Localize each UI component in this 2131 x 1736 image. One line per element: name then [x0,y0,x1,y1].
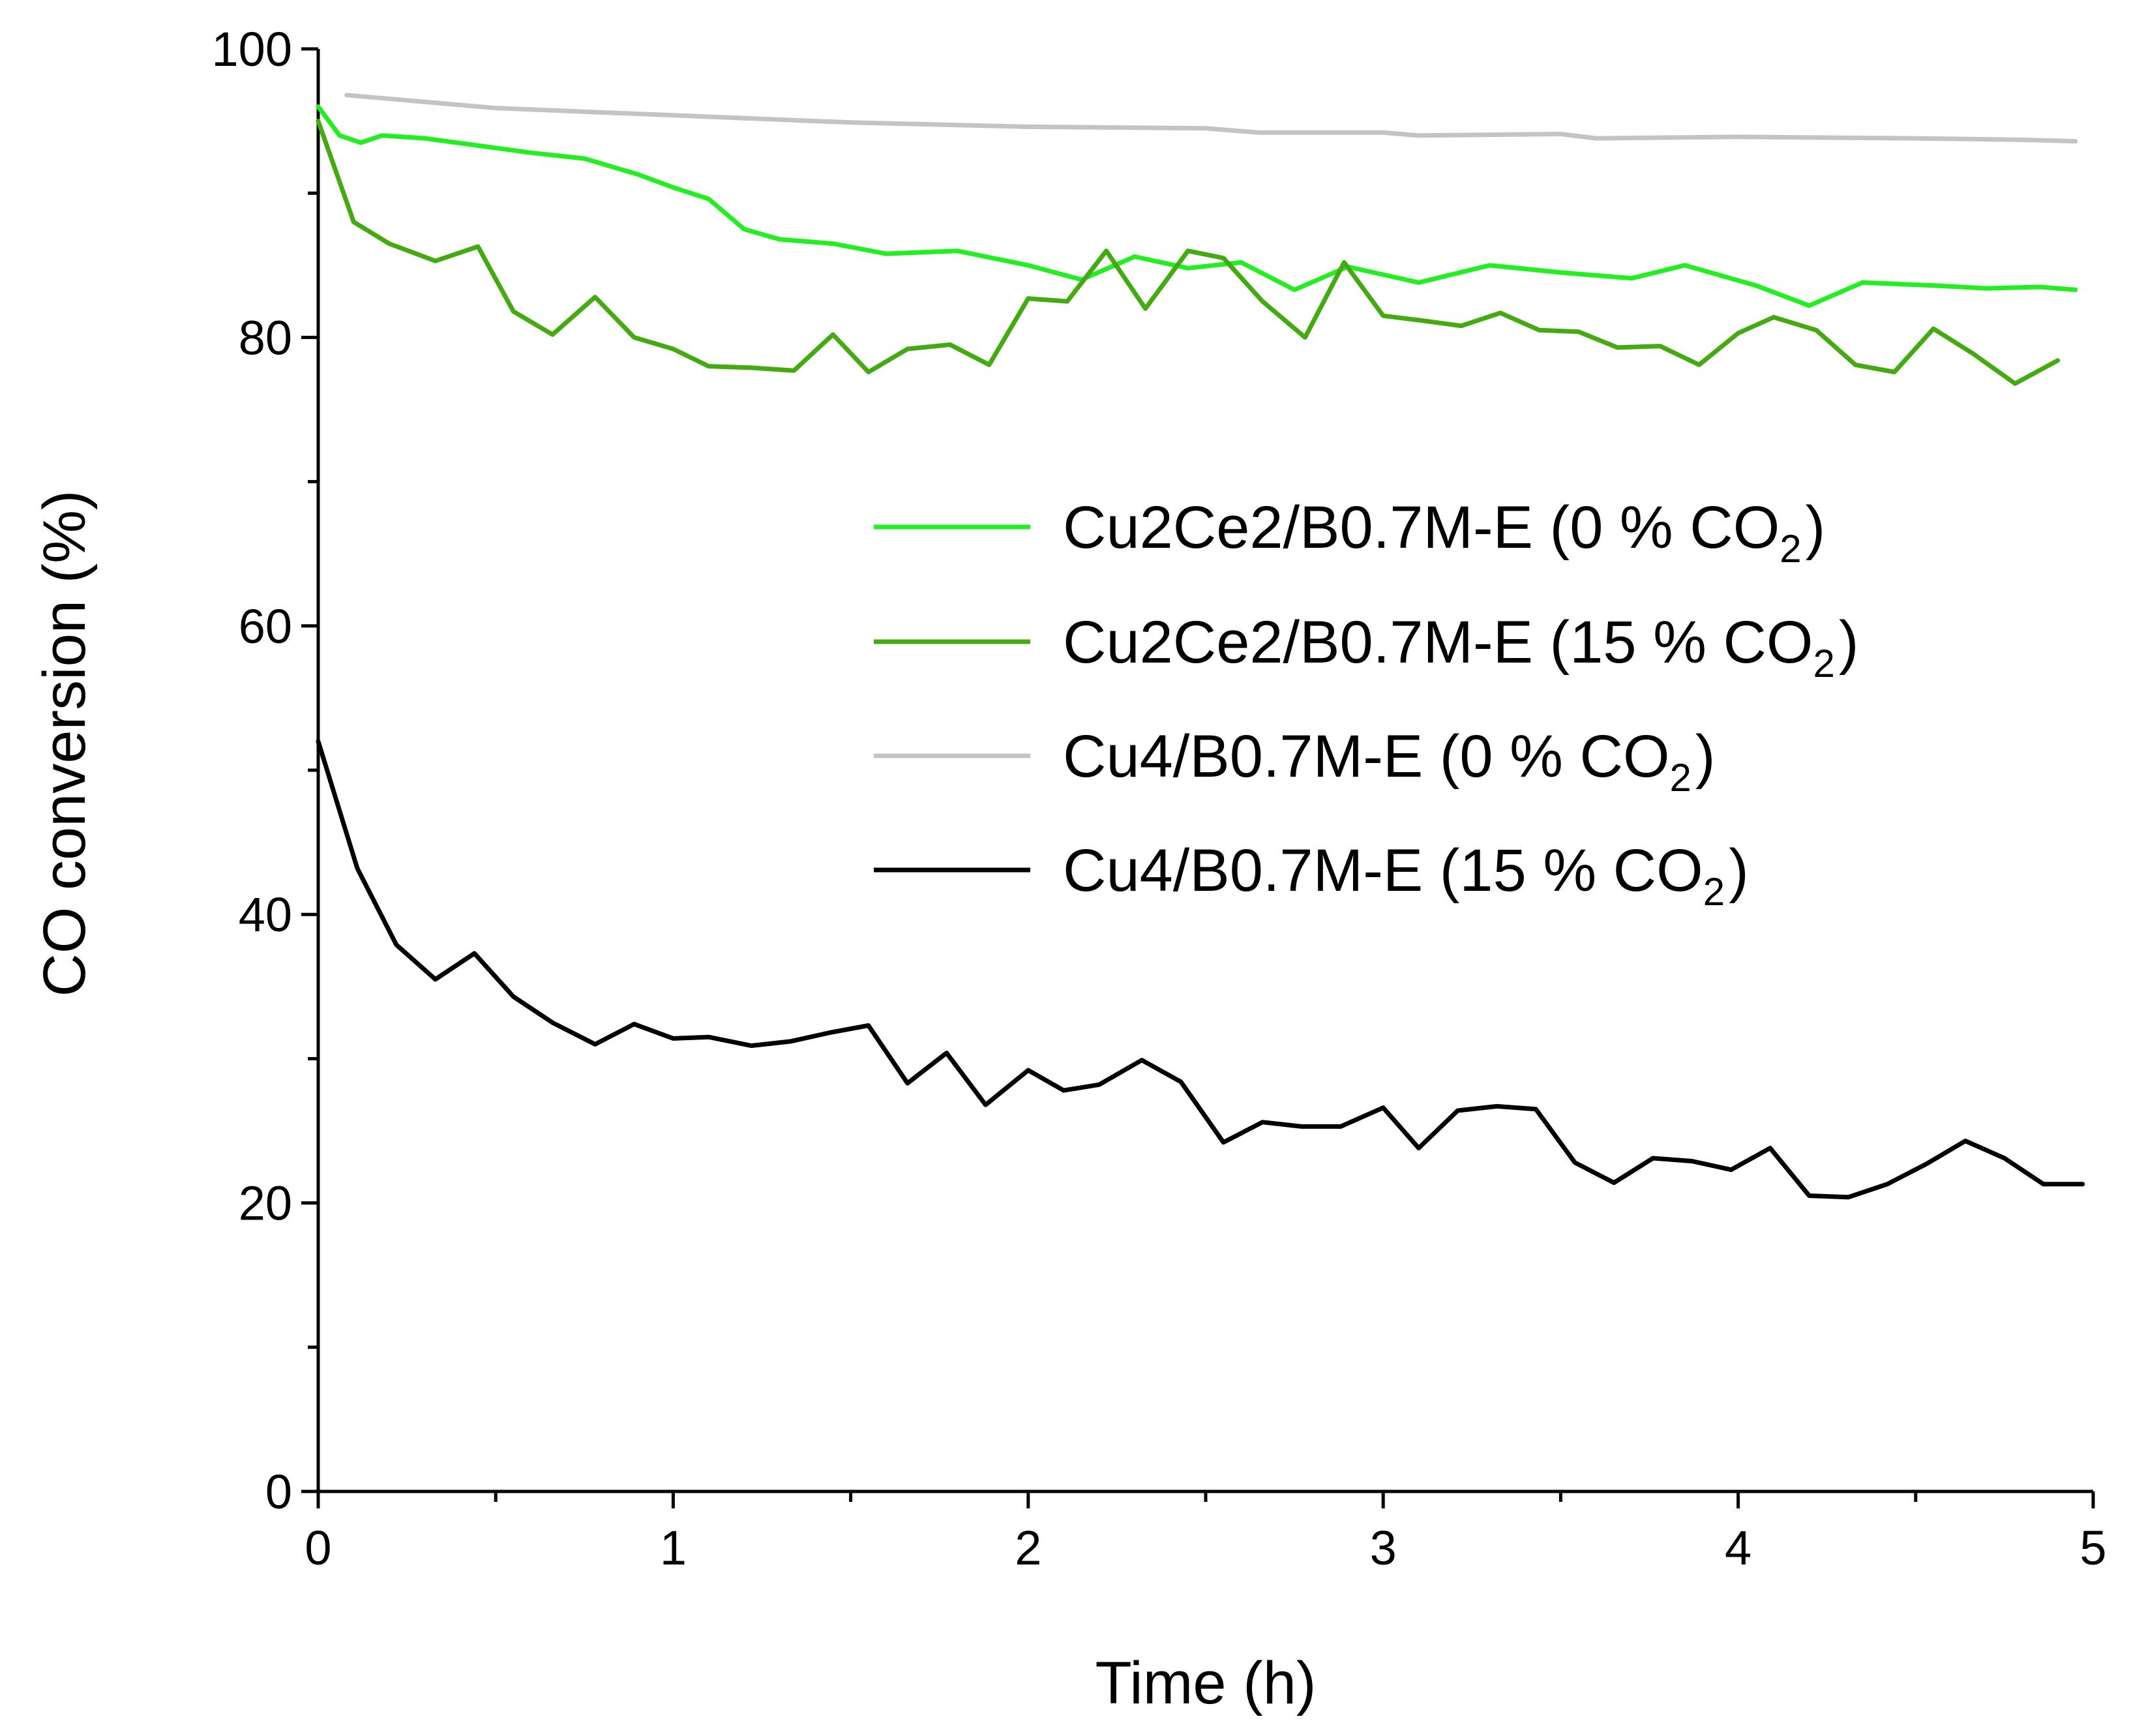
x-tick-label: 3 [1370,1521,1397,1575]
series-line-4 [316,739,2085,1200]
y-tick-label: 100 [212,22,292,76]
series-line-2 [316,119,2061,386]
y-tick-label: 60 [239,599,292,653]
legend-label-tail: ) [1806,494,1826,561]
y-axis-title: CO conversion (%) [31,490,98,996]
legend-label-1: Cu2Ce2/B0.7M-E (0 % CO2) [1063,494,1825,571]
legend-label-tail: ) [1695,723,1716,790]
y-tick-label: 0 [265,1465,292,1519]
x-tick-label: 4 [1725,1521,1751,1575]
legend-label-subscript: 2 [1813,642,1834,685]
series-lines [316,93,2085,1200]
x-tick-label: 2 [1015,1521,1041,1575]
legend-label-subscript: 2 [1780,527,1801,571]
legend-label-2: Cu2Ce2/B0.7M-E (15 % CO2) [1063,609,1858,685]
legend-label-tail: ) [1729,837,1749,904]
x-ticks: 0 1 2 3 4 5 [305,1491,2107,1575]
x-tick-label: 0 [305,1521,331,1575]
legend-label-subscript: 2 [1703,870,1725,914]
legend-label-main: Cu2Ce2/B0.7M-E (0 % CO [1063,494,1780,561]
plot-area: 0 1 2 3 4 5 0 20 40 60 80 100 [212,22,2107,1575]
series-line-3 [344,93,2078,144]
legend-label-3: Cu4/B0.7M-E (0 % CO2) [1063,723,1716,800]
y-tick-label: 20 [239,1176,292,1231]
legend-label-subscript: 2 [1670,756,1691,800]
y-ticks: 0 20 40 60 80 100 [212,22,318,1519]
legend-label-main: Cu4/B0.7M-E (15 % CO [1063,837,1703,904]
legend-label-main: Cu2Ce2/B0.7M-E (15 % CO [1063,609,1813,676]
legend-label-main: Cu4/B0.7M-E (0 % CO [1063,723,1670,790]
y-tick-label: 40 [239,888,292,942]
legend: Cu2Ce2/B0.7M-E (0 % CO2)Cu2Ce2/B0.7M-E (… [874,494,1858,914]
x-tick-label: 5 [2079,1521,2106,1575]
legend-label-4: Cu4/B0.7M-E (15 % CO2) [1063,837,1749,914]
x-axis-title: Time (h) [1095,1650,1316,1716]
legend-label-tail: ) [1839,609,1859,676]
y-tick-label: 80 [239,310,292,365]
x-tick-label: 1 [660,1521,687,1575]
